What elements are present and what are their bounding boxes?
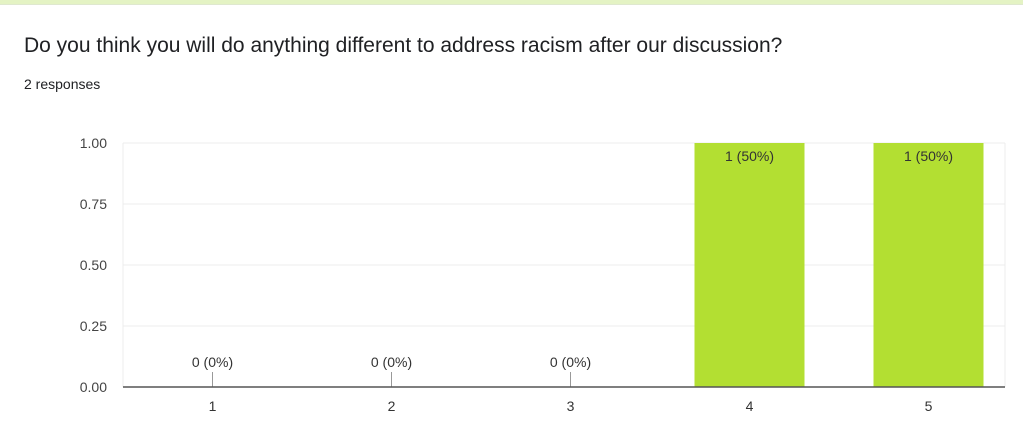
x-tick-label: 5	[925, 398, 933, 414]
data-label: 0 (0%)	[192, 354, 233, 370]
data-label: 0 (0%)	[550, 354, 591, 370]
question-title: Do you think you will do anything differ…	[24, 34, 783, 57]
y-tick-label: 0.25	[80, 318, 107, 334]
y-tick-label: 1.00	[80, 135, 107, 151]
response-count: 2 responses	[24, 76, 101, 92]
data-label: 1 (50%)	[725, 148, 774, 164]
x-tick-label: 1	[209, 398, 217, 414]
x-tick-label: 2	[388, 398, 396, 414]
x-tick-label: 3	[567, 398, 575, 414]
y-tick-label: 0.75	[80, 196, 107, 212]
header-band	[0, 0, 1023, 5]
y-tick-label: 0.50	[80, 257, 107, 273]
data-label: 0 (0%)	[371, 354, 412, 370]
data-label: 1 (50%)	[904, 148, 953, 164]
bar	[694, 143, 805, 387]
y-tick-label: 0.00	[80, 379, 107, 395]
x-tick-label: 4	[746, 398, 754, 414]
bar	[873, 143, 984, 387]
